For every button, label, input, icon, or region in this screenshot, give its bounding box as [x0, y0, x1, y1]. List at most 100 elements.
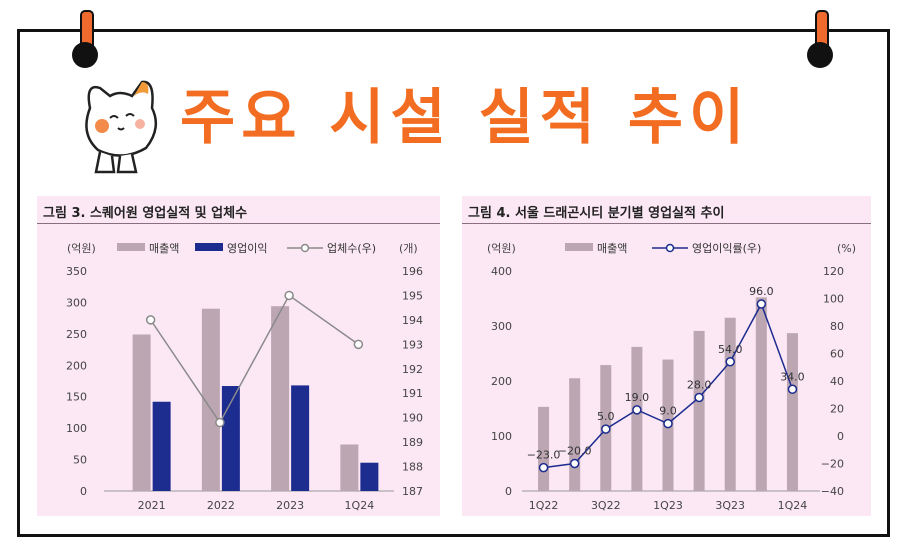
data-label: 28.0: [687, 379, 712, 392]
legend-label: 업체수(우): [327, 242, 376, 255]
y2-tick-label: 191: [402, 387, 423, 400]
y-tick-label: 300: [66, 296, 87, 309]
chart-title: 그림 3. 스퀘어원 영업실적 및 업체수: [43, 206, 248, 221]
left-pin: [72, 42, 98, 68]
point-op-margin: [663, 418, 673, 429]
x-tick-label: 1Q24: [345, 499, 375, 512]
y-tick-label: 50: [73, 454, 87, 467]
bar-operating-profit: [360, 462, 379, 491]
point-store-count: [145, 315, 156, 325]
data-label: 19.0: [625, 391, 650, 404]
cat-mascot-icon: [85, 80, 158, 174]
chart-dragoncity: (억원) (%)4003002001000120100806040200−20−4…: [487, 242, 856, 512]
y2-axis-unit: (%): [837, 242, 856, 255]
data-label: 96.0: [749, 285, 774, 298]
y2-tick-label: 40: [830, 375, 844, 388]
y2-tick-label: 187: [402, 485, 423, 498]
y-tick-label: 0: [80, 485, 87, 498]
bar-operating-profit: [152, 401, 171, 491]
data-label: 34.0: [780, 370, 805, 383]
point-store-count: [284, 290, 294, 301]
title-divider: [462, 223, 871, 224]
bar-operating-profit: [291, 385, 310, 491]
bar-sales: [132, 334, 151, 491]
bar-sales: [631, 346, 643, 491]
x-tick-label: 3Q23: [715, 499, 745, 512]
legend-label: 매출액: [597, 242, 627, 255]
point-op-margin: [725, 357, 735, 367]
chart-title: 그림 4. 서울 드래곤시티 분기별 영업실적 추이: [468, 206, 725, 221]
y-tick-label: 100: [66, 422, 87, 435]
title-divider: [37, 223, 440, 224]
y2-tick-label: 194: [402, 314, 423, 327]
bar-sales: [340, 444, 359, 491]
point-op-margin: [569, 458, 580, 469]
y2-tick-label: 188: [402, 461, 423, 474]
data-label: 9.0: [659, 405, 677, 418]
y2-tick-label: 196: [402, 265, 423, 278]
bar-operating-profit: [221, 386, 240, 491]
x-tick-label: 2022: [207, 499, 235, 512]
y2-tick-label: −40: [821, 485, 844, 498]
x-tick-label: 1Q22: [529, 499, 559, 512]
chart-squareone: (억원) (개) 350 300 250 200 150 100 50 0 196 195 194 193…: [66, 242, 423, 512]
point-op-margin: [756, 299, 767, 309]
y2-tick-label: 189: [402, 436, 423, 449]
x-tick-label: 1Q24: [778, 499, 808, 512]
y2-tick-label: 192: [402, 363, 423, 376]
data-label: −23.0: [527, 449, 561, 462]
bar-sales: [786, 333, 798, 491]
point-store-count: [215, 417, 225, 428]
line-store-count: [150, 294, 359, 424]
x-tick-label: 3Q22: [591, 499, 621, 512]
y2-axis-unit: (개): [399, 242, 418, 255]
legend-swatch-op: [195, 243, 223, 251]
legend-label: 영업이익률(우): [692, 242, 761, 255]
y-tick-label: 350: [66, 265, 87, 278]
x-tick-label: 1Q23: [653, 499, 683, 512]
data-label: −20.0: [558, 445, 592, 458]
y2-tick-label: −20: [821, 458, 844, 471]
point-op-margin: [538, 462, 549, 473]
y-tick-label: 0: [505, 485, 512, 498]
y2-tick-label: 193: [402, 338, 423, 351]
bar-sales: [569, 378, 581, 491]
page-title: 주요 시설 실적 추이: [180, 83, 751, 153]
legend-label: 매출액: [149, 242, 179, 255]
bar-sales: [201, 308, 220, 491]
y-tick-label: 200: [491, 375, 512, 388]
y-tick-label: 150: [66, 391, 87, 404]
point-store-count: [353, 339, 364, 350]
legend-swatch-sales: [117, 243, 145, 251]
y2-tick-label: 190: [402, 412, 423, 425]
y-tick-label: 100: [491, 430, 512, 443]
right-pin: [807, 42, 833, 68]
legend-marker-margin: [665, 243, 675, 253]
y2-tick-label: 120: [823, 265, 844, 278]
data-label: 54.0: [718, 343, 743, 356]
x-tick-label: 2023: [276, 499, 304, 512]
chart-panel-dragoncity: 그림 4. 서울 드래곤시티 분기별 영업실적 추이 (억원) (%) 40 0 300…: [462, 196, 871, 516]
point-op-margin: [694, 392, 704, 403]
bar-sales: [693, 330, 705, 491]
legend-label: 영업이익: [227, 242, 267, 255]
point-op-margin: [601, 424, 611, 434]
y-tick-label: 250: [66, 328, 87, 341]
legend-marker-count: [300, 243, 310, 253]
data-label: 5.0: [597, 410, 615, 423]
y-axis-unit: (억원): [487, 242, 516, 255]
y2-tick-label: 195: [402, 289, 423, 302]
chart-panel-squareone: 그림 3. 스퀘어원 영업실적 및 업체수 (억원) (개) 350 300 250 20…: [37, 196, 440, 516]
y2-tick-label: 20: [830, 403, 844, 416]
bar-sales: [538, 406, 550, 491]
y2-tick-label: 80: [830, 320, 844, 333]
point-op-margin: [632, 405, 642, 415]
legend-swatch-sales: [565, 243, 593, 251]
y-tick-label: 200: [66, 359, 87, 372]
bar-sales: [271, 306, 290, 491]
y-axis-unit: (억원): [67, 242, 96, 255]
y2-tick-label: 100: [823, 293, 844, 306]
y2-tick-label: 60: [830, 348, 844, 361]
x-tick-label: 2021: [138, 499, 166, 512]
y-tick-label: 300: [491, 320, 512, 333]
